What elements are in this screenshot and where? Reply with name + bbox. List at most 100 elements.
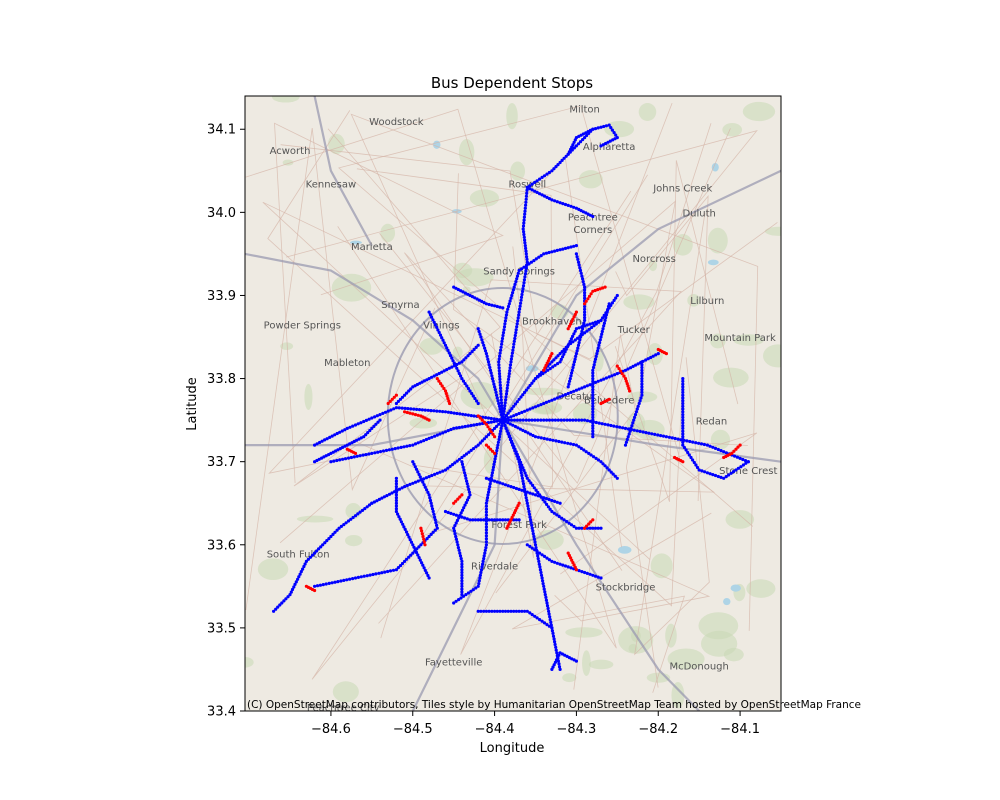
stop-point: [383, 410, 388, 414]
stop-point: [367, 417, 371, 421]
stop-point: [654, 353, 658, 357]
stop-point: [381, 411, 385, 415]
stop-point: [532, 486, 536, 490]
stop-point: [454, 364, 458, 368]
stop-point: [604, 316, 608, 320]
stop-point: [416, 413, 420, 417]
stop-point: [498, 351, 502, 355]
place-label: Tucker: [617, 325, 651, 336]
stop-point: [593, 526, 598, 530]
stop-point: [583, 310, 587, 314]
stop-point: [550, 559, 554, 564]
stop-point: [463, 382, 467, 386]
stop-point: [427, 436, 431, 440]
stop-point: [727, 473, 731, 477]
stop-point: [518, 427, 523, 431]
stop-point: [591, 396, 595, 400]
stop-point: [313, 443, 317, 447]
park-area: [707, 227, 728, 254]
stop-point: [447, 366, 451, 370]
stop-point: [497, 437, 501, 442]
stop-point: [514, 280, 518, 284]
stop-point: [438, 409, 442, 413]
stop-point: [521, 418, 525, 422]
stop-point: [388, 399, 392, 403]
stop-point: [605, 310, 609, 314]
stop-point: [433, 434, 437, 438]
stop-point: [565, 519, 569, 524]
stop-point: [553, 397, 557, 401]
stop-point: [464, 356, 468, 360]
stop-point: [601, 327, 605, 331]
stop-point: [588, 572, 592, 576]
place-label: Belvedere: [584, 396, 634, 407]
stop-point: [625, 437, 629, 442]
stop-point: [361, 453, 365, 457]
park-area: [623, 294, 655, 310]
stop-point: [476, 343, 480, 347]
stop-point: [463, 424, 467, 429]
stop-point: [457, 371, 461, 376]
stop-point: [588, 213, 593, 217]
stop-point: [521, 393, 525, 397]
stop-point: [427, 475, 431, 479]
stop-point: [458, 412, 462, 416]
stop-point: [640, 360, 644, 364]
stop-point: [484, 522, 488, 526]
stop-point: [713, 446, 718, 450]
stop-point: [438, 333, 443, 337]
stop-point: [360, 508, 365, 512]
stop-point: [446, 466, 450, 470]
stop-point: [591, 404, 595, 408]
stop-point: [512, 511, 517, 515]
stop-point: [627, 432, 631, 436]
stop-point: [681, 399, 685, 403]
stop-point: [488, 482, 492, 486]
stop-point: [510, 407, 514, 411]
stop-point: [394, 493, 398, 497]
stop-point: [527, 418, 531, 422]
stop-point: [591, 421, 595, 425]
stop-point: [435, 526, 439, 530]
stop-point: [530, 182, 534, 186]
stop-point: [555, 200, 559, 204]
stop-point: [542, 418, 546, 422]
stop-point: [673, 436, 677, 441]
stop-point: [483, 548, 487, 552]
stop-point: [513, 402, 518, 406]
park-area: [671, 682, 685, 709]
stop-point: [581, 280, 585, 284]
park-area: [710, 333, 726, 349]
place-label: Fayetteville: [425, 657, 482, 668]
stop-point: [681, 424, 685, 428]
stop-point: [478, 573, 482, 577]
stop-point: [529, 521, 533, 525]
stop-point: [390, 397, 394, 401]
map-axes[interactable]: MiltonWoodstockAlpharettaAcworthKennesaw…: [236, 91, 793, 714]
stop-point: [488, 365, 492, 370]
stop-point: [681, 432, 685, 436]
stop-point: [591, 214, 595, 219]
stop-point: [427, 576, 431, 580]
stop-point: [516, 271, 520, 275]
stop-point: [506, 304, 511, 309]
stop-point: [399, 445, 403, 449]
stop-point: [469, 414, 473, 418]
stop-point: [531, 483, 535, 487]
stop-point: [379, 450, 383, 454]
stop-point: [593, 288, 597, 293]
stop-point: [591, 382, 595, 386]
stop-point: [486, 357, 490, 361]
stop-point: [568, 379, 572, 383]
stop-point: [516, 316, 520, 320]
stop-point: [647, 431, 651, 435]
stop-point: [571, 340, 575, 344]
stop-point: [447, 399, 451, 403]
stop-point: [272, 609, 276, 613]
stop-point: [603, 422, 607, 426]
stop-point: [403, 393, 407, 397]
stop-point: [465, 498, 470, 502]
stop-point: [563, 246, 568, 250]
stop-point: [627, 386, 631, 391]
stop-point: [403, 410, 407, 414]
